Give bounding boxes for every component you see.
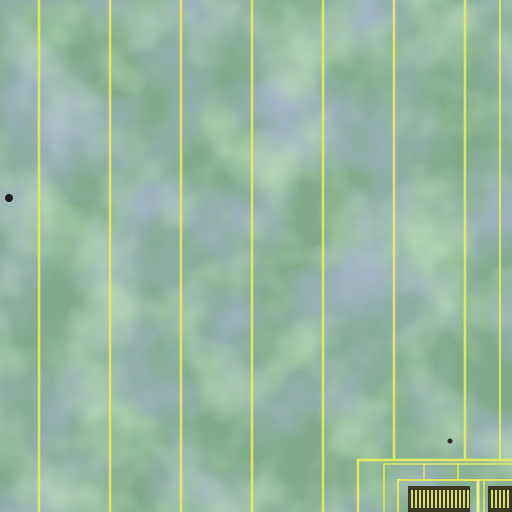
grid-tick [415,490,417,508]
grid-tick [499,490,501,508]
dark-spot [5,194,13,202]
corner-grid-structure [356,458,512,512]
grid-tick [455,490,457,508]
grid-tick [435,490,437,508]
grid-ticks [411,490,509,508]
grid-tick [411,490,413,508]
grid-tick [491,490,493,508]
vertical-lines [37,0,501,512]
grid-tick [427,490,429,508]
grid-tick [439,490,441,508]
grid-tick [503,490,505,508]
grid-tick [443,490,445,508]
small-dark-spot [447,438,453,444]
grid-tick [507,490,509,508]
grid-tick [495,490,497,508]
grid-tick [459,490,461,508]
grid-tick [419,490,421,508]
grid-tick [423,490,425,508]
grid-tick [431,490,433,508]
grid-tick [463,490,465,508]
grid-tick [447,490,449,508]
grid-tick [451,490,453,508]
grid-tick [467,490,469,508]
